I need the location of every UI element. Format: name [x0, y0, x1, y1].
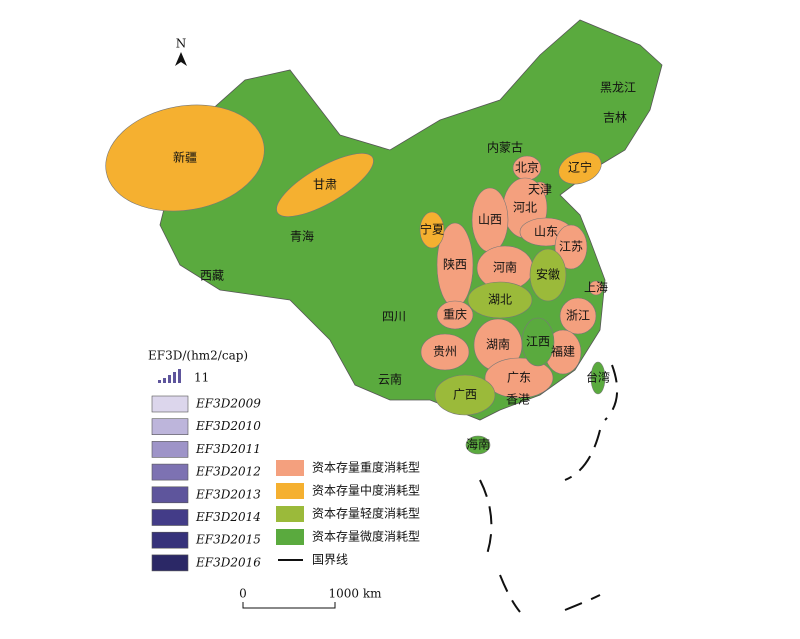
province-label: 山西	[478, 213, 502, 227]
province-label: 广东	[507, 371, 531, 385]
provinces	[105, 104, 606, 455]
category-label: 资本存量中度消耗型	[312, 483, 420, 498]
year-label: EF3D2015	[195, 533, 261, 547]
border-legend-label: 国界线	[312, 553, 348, 567]
year-label: EF3D2013	[195, 487, 261, 501]
province-label: 福建	[551, 344, 575, 359]
category-swatch	[276, 483, 304, 499]
province-area	[420, 333, 470, 371]
province-area	[105, 104, 265, 212]
province-label: 贵州	[433, 345, 457, 359]
north-label: N	[176, 37, 187, 51]
province-label: 陕西	[443, 257, 467, 272]
year-label: EF3D2011	[195, 442, 261, 456]
year-swatch	[151, 418, 189, 436]
year-label: EF3D2012	[195, 465, 261, 479]
province-label: 江西	[526, 335, 550, 349]
province-label: 甘肃	[313, 178, 337, 192]
province-area	[467, 281, 533, 319]
province-label: 海南	[466, 437, 490, 452]
category-swatch	[276, 529, 304, 545]
north-arrow	[175, 52, 187, 66]
province-area	[554, 224, 588, 270]
category-swatch	[276, 460, 304, 476]
province-area	[465, 435, 491, 455]
province-area	[588, 280, 604, 296]
province-area	[529, 248, 567, 302]
year-swatch	[151, 463, 189, 481]
province-label: 新疆	[173, 150, 197, 165]
year-swatch	[151, 486, 189, 504]
province-label: 青海	[290, 229, 314, 244]
year-swatch	[151, 441, 189, 458]
province-label: 湖南	[486, 337, 510, 352]
province-label: 广西	[453, 388, 477, 402]
province-label: 浙江	[566, 309, 590, 323]
province-label: 黑龙江	[600, 81, 636, 95]
year-label: EF3D2009	[195, 397, 261, 411]
year-swatch	[151, 554, 189, 572]
scale-bar	[242, 602, 336, 609]
sea-border	[479, 364, 619, 613]
category-label: 资本存量微度消耗型	[312, 529, 420, 544]
province-label: 西藏	[200, 269, 224, 283]
province-label: 江苏	[559, 240, 583, 254]
year-swatch	[151, 509, 189, 526]
province-area	[436, 300, 474, 330]
province-area	[434, 374, 496, 416]
province-label: 云南	[378, 372, 402, 387]
province-label: 辽宁	[568, 160, 592, 175]
ef-legend-title: EF3D/(hm2/cap)	[148, 349, 248, 363]
province-area	[558, 151, 602, 185]
province-label: 山东	[534, 225, 558, 239]
category-swatch	[276, 506, 304, 522]
province-label: 四川	[382, 310, 406, 324]
province-label: 台湾	[586, 370, 610, 385]
year-swatch	[151, 395, 189, 413]
province-area	[276, 153, 374, 217]
province-label: 北京	[515, 161, 539, 175]
province-label: 宁夏	[420, 222, 444, 237]
year-label: EF3D2010	[195, 419, 261, 433]
province-label: 香港	[506, 393, 530, 407]
province-area	[559, 297, 597, 335]
category-label: 资本存量重度消耗型	[312, 460, 420, 475]
province-label: 吉林	[603, 111, 627, 125]
province-area	[590, 361, 606, 395]
year-label: EF3D2014	[195, 510, 261, 524]
legend-icon-label: 11	[194, 371, 209, 385]
province-label: 上海	[584, 280, 608, 295]
province-area	[521, 317, 555, 367]
province-label: 重庆	[443, 308, 467, 322]
category-label: 资本存量轻度消耗型	[312, 506, 420, 521]
scale-end: 1000 km	[328, 587, 382, 601]
province-label: 湖北	[488, 292, 512, 307]
year-label: EF3D2016	[195, 555, 261, 569]
province-area	[419, 211, 445, 249]
province-label: 河北	[513, 201, 537, 215]
scale-start: 0	[239, 587, 247, 601]
province-label: 安徽	[536, 267, 560, 282]
legend-icon	[158, 369, 181, 383]
year-swatch	[151, 531, 189, 549]
province-label: 天津	[528, 183, 552, 197]
province-label: 内蒙古	[487, 140, 523, 155]
province-label: 河南	[493, 260, 517, 275]
province-area	[484, 357, 554, 399]
